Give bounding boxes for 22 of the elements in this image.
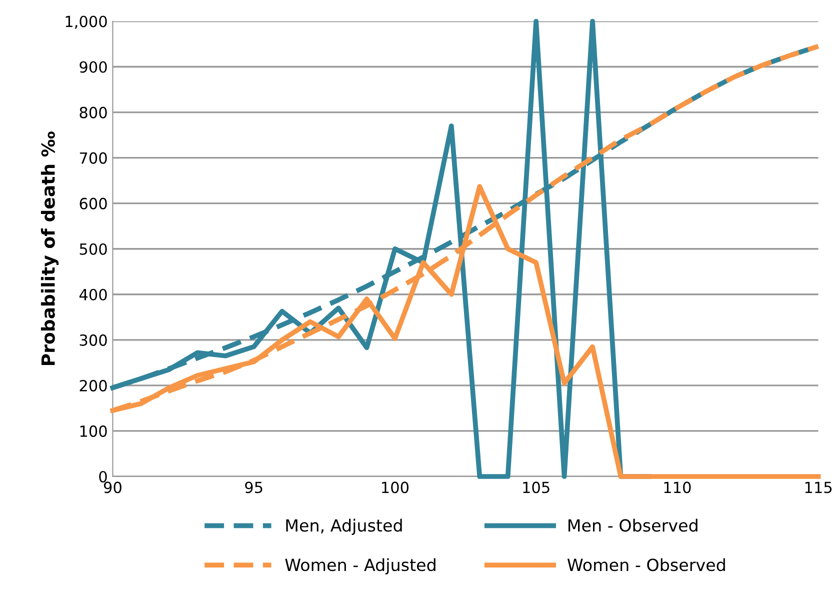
x-tick-label: 100: [382, 482, 409, 494]
legend-label: Men, Adjusted: [286, 518, 402, 535]
y-tick-label: 800: [80, 106, 107, 118]
legend-label: Women - Observed: [567, 558, 725, 572]
x-tick-label: 95: [245, 482, 262, 494]
y-tick-label: 100: [80, 425, 107, 437]
y-tick-label: 1,000: [66, 16, 107, 29]
y-tick-label: 900: [80, 61, 107, 73]
y-tick-label: 500: [80, 243, 107, 255]
legend-label: Women - Adjusted: [285, 558, 436, 574]
y-tick-label: 200: [80, 380, 107, 392]
legend-label: Men - Observed: [568, 518, 698, 532]
y-tick-label: 700: [80, 152, 107, 164]
y-tick-label: 400: [79, 288, 107, 300]
y-tick-label: 300: [80, 334, 107, 346]
y-tick-label: 0: [99, 470, 107, 483]
x-tick-label: 105: [523, 482, 550, 494]
x-tick-label: 115: [805, 482, 832, 494]
x-tick-label: 110: [664, 482, 691, 494]
x-tick-label: 90: [104, 482, 122, 494]
y-axis-title: Probability of death ‰: [40, 132, 59, 365]
y-tick-label: 600: [80, 198, 107, 210]
